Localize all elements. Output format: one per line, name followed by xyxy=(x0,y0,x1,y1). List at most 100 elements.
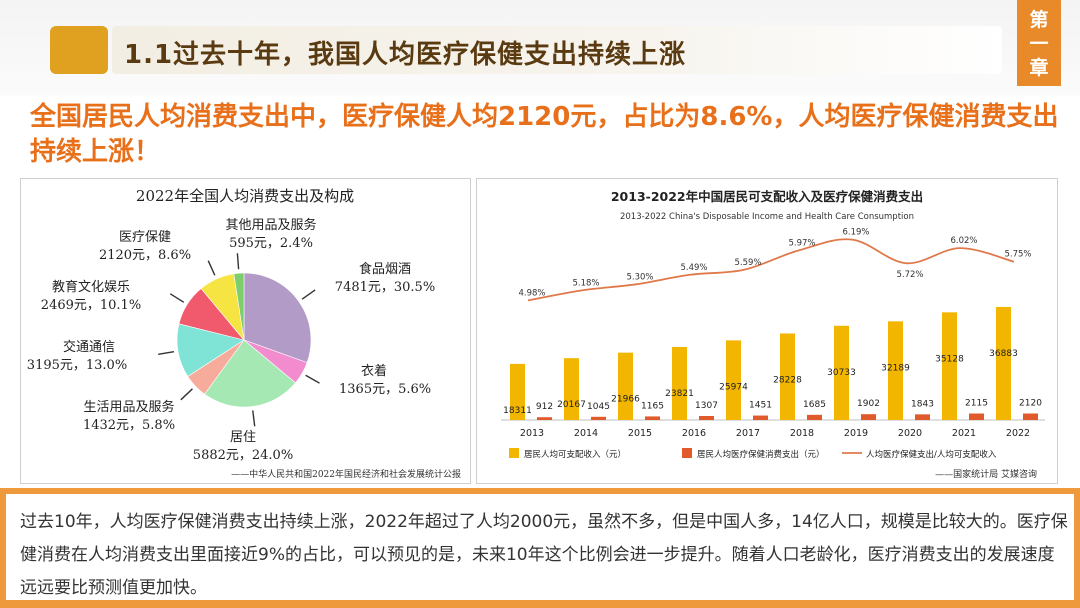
headline: 全国居民人均消费支出中，医疗保健人均2120元，占比为8.6%，人均医疗保健消费… xyxy=(30,102,1059,167)
pie-slice xyxy=(233,272,245,341)
x-tick-label: 2022 xyxy=(1006,428,1030,439)
health-bar xyxy=(753,415,768,420)
pie-slice-name: 其他用品及服务 xyxy=(225,217,316,233)
health-bar xyxy=(807,414,822,420)
pie-slice-amount: 7481元，30.5% xyxy=(335,280,435,295)
section-title: 1.1过去十年，我国人均医疗保健支出持续上涨 xyxy=(124,40,687,70)
income-health-chart: 2013-2022年中国居民可支配收入及医疗保健消费支出 2013-2022 Ch… xyxy=(501,189,1045,480)
pie-leader-line xyxy=(207,260,216,276)
chapter-char: 章 xyxy=(1029,57,1049,79)
income-bar-label: 30733 xyxy=(827,368,856,378)
pie-slice xyxy=(176,323,245,377)
income-bar xyxy=(834,325,849,420)
pie-slice-name: 居住 xyxy=(230,430,256,445)
health-bar-label: 1165 xyxy=(641,401,664,411)
pie-slice-name: 医疗保健 xyxy=(119,230,171,245)
x-tick-label: 2018 xyxy=(790,428,814,439)
x-tick-label: 2020 xyxy=(898,428,922,439)
ratio-point-label: 6.02% xyxy=(950,236,977,246)
income-bar xyxy=(564,358,579,420)
section-title-bar xyxy=(112,26,1002,74)
health-bar-label: 1902 xyxy=(857,399,880,409)
income-bar-label: 36883 xyxy=(989,349,1018,359)
health-bar-label: 2120 xyxy=(1019,399,1042,409)
income-bar xyxy=(888,321,903,420)
chapter-char: 一 xyxy=(1029,33,1049,55)
pie-slice-amount: 5882元，24.0% xyxy=(193,448,293,463)
income-bar-label: 32189 xyxy=(881,363,910,373)
legend-ratio-label: 人均医疗保健支出/人均可支配收入 xyxy=(866,449,997,460)
pie-slice-amount: 1365元，5.6% xyxy=(339,382,431,397)
x-tick-label: 2013 xyxy=(520,428,544,439)
ratio-point-label: 5.18% xyxy=(572,278,599,288)
health-bar-label: 2115 xyxy=(965,399,988,409)
ratio-point-label: 4.98% xyxy=(518,288,545,298)
pie-chart-panel: 2022年全国人均消费支出及构成食品烟酒 7481元，30.5% 衣着 1365元，5… xyxy=(20,178,471,484)
pie-source: ——中华人民共和国2022年国民经济和社会发展统计公报 xyxy=(231,468,461,480)
chapter-char: 第 xyxy=(1029,9,1049,31)
income-bar-label: 35128 xyxy=(935,354,964,364)
chapter-tab: 第 一 章 xyxy=(1017,0,1061,86)
pie-slice-amount: 1432元，5.8% xyxy=(83,418,175,433)
income-bar-label: 28228 xyxy=(773,375,802,385)
pie-leader-line xyxy=(169,293,185,303)
summary-inner: 过去10年，人均医疗保健消费支出持续上涨，2022年超过了人均2000元，虽然不… xyxy=(6,494,1074,600)
health-bar xyxy=(861,414,876,420)
x-tick-label: 2019 xyxy=(844,428,868,439)
income-bar-label: 18311 xyxy=(503,406,532,416)
pie-slice-name: 教育文化娱乐 xyxy=(52,279,130,295)
health-bar xyxy=(645,416,660,420)
income-bar xyxy=(726,340,741,420)
x-tick-label: 2016 xyxy=(682,428,706,439)
health-bar xyxy=(969,413,984,420)
health-bar-label: 1451 xyxy=(749,401,772,411)
legend-health-label: 居民人均医疗保健消费支出（元） xyxy=(697,449,825,460)
pie-slice xyxy=(204,339,296,408)
ratio-point-label: 5.59% xyxy=(734,258,761,268)
ratio-point-label: 5.30% xyxy=(626,272,653,282)
legend-income-label: 居民人均可支配收入（元） xyxy=(524,449,626,460)
ratio-point-label: 5.72% xyxy=(896,270,923,280)
ratio-point-label: 5.75% xyxy=(1004,250,1031,260)
health-bar xyxy=(591,416,606,420)
income-bar xyxy=(618,352,633,420)
health-bar-label: 1045 xyxy=(587,402,610,412)
income-bar xyxy=(996,306,1011,420)
pie-slice-amount: 2120元，8.6% xyxy=(99,248,191,263)
pie-leader-line xyxy=(158,351,175,356)
health-bar-label: 1685 xyxy=(803,400,826,410)
x-tick-label: 2017 xyxy=(736,428,760,439)
ratio-point-label: 5.97% xyxy=(788,239,815,249)
health-bar-label: 912 xyxy=(536,402,553,412)
pie-leader-line xyxy=(236,253,240,270)
income-bar-label: 21966 xyxy=(611,395,640,405)
ratio-point-label: 6.19% xyxy=(842,228,869,238)
income-bar xyxy=(942,312,957,420)
pie-slice-name: 交通通信 xyxy=(63,339,115,355)
pie-slice-amount: 2469元，10.1% xyxy=(41,298,141,313)
pie-slice-name: 食品烟酒 xyxy=(359,261,411,277)
pie-leader-line xyxy=(301,289,316,300)
bar-chart-panel: 2013-2022年中国居民可支配收入及医疗保健消费支出 2013-2022 Ch… xyxy=(476,178,1058,484)
x-tick-label: 2014 xyxy=(574,428,598,439)
pie-slice-name: 衣着 xyxy=(361,363,387,379)
income-bar-label: 20167 xyxy=(557,400,586,410)
ratio-line xyxy=(527,238,1015,302)
income-bar xyxy=(780,333,795,420)
income-bar xyxy=(672,346,687,420)
pie-title: 2022年全国人均消费支出及构成 xyxy=(136,187,354,205)
legend-income-swatch xyxy=(509,448,519,458)
health-bar-label: 1307 xyxy=(695,401,718,411)
pie-slice xyxy=(243,272,312,364)
health-bar xyxy=(699,415,714,420)
summary-box: 过去10年，人均医疗保健消费支出持续上涨，2022年超过了人均2000元，虽然不… xyxy=(0,488,1080,608)
legend-health-swatch xyxy=(682,448,692,458)
x-tick-label: 2015 xyxy=(628,428,652,439)
bar-chart-subtitle: 2013-2022 China's Disposable Income and … xyxy=(620,212,914,222)
summary-text: 过去10年，人均医疗保健消费支出持续上涨，2022年超过了人均2000元，虽然不… xyxy=(20,512,1068,598)
pie-slice-name: 生活用品及服务 xyxy=(83,399,174,415)
income-bar-label: 25974 xyxy=(719,382,748,392)
title-accent-block xyxy=(50,26,108,74)
health-bar xyxy=(915,414,930,420)
